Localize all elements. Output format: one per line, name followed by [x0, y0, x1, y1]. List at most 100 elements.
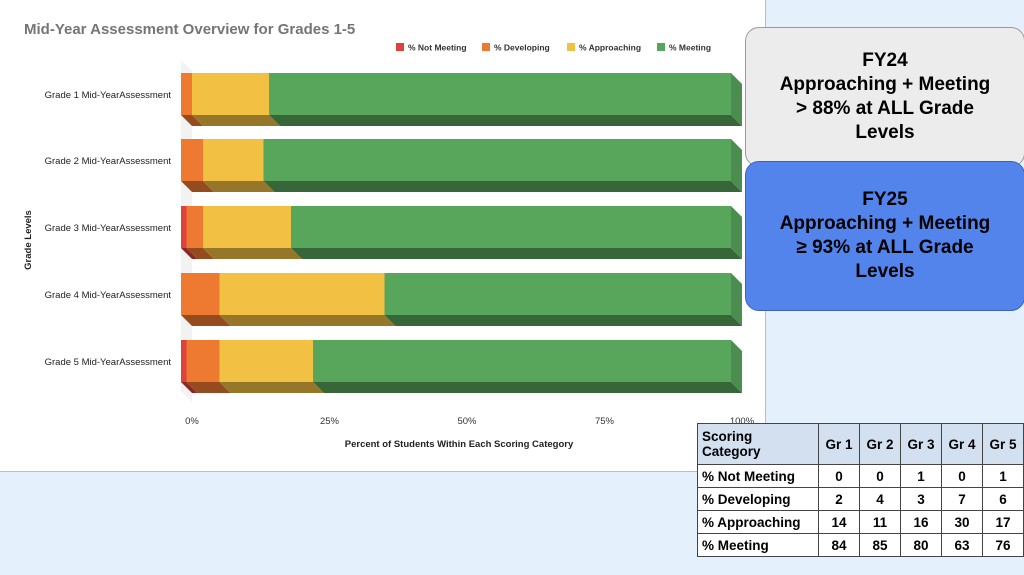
table-cell: 30: [941, 510, 983, 534]
bar-segment-developing: [186, 206, 203, 248]
stacked-bar-chart: Grade 1 Mid-YearAssessment Grade 2 Mid-Ye…: [23, 43, 755, 451]
table-cell: 16: [900, 510, 942, 534]
table-cell: 7: [941, 487, 983, 511]
table-cell: 76: [982, 533, 1024, 557]
bar-segment-meeting: [291, 206, 731, 248]
bar-depth-not-meeting: [181, 248, 198, 259]
bar-segment-not-meeting: [181, 340, 187, 382]
legend-label: % Approaching: [579, 43, 641, 53]
category-label: Grade 3 Mid-YearAssessment: [45, 223, 172, 234]
bar-depth-meeting: [313, 382, 742, 393]
bar-segment-approaching: [219, 340, 313, 382]
fy25-goal-text: FY25 Approaching + Meeting ≥ 93% at ALL …: [779, 189, 991, 282]
table-cell: 80: [900, 533, 942, 557]
bar-depth-not-meeting: [181, 382, 198, 393]
bar-depth-approaching: [219, 382, 324, 393]
table-header-gr4: Gr 4: [941, 423, 983, 465]
bar-segment-developing: [181, 139, 203, 181]
bar-segment-approaching: [203, 139, 264, 181]
table-header-category: Scoring Category: [697, 423, 819, 465]
bar-segment-not-meeting: [181, 206, 187, 248]
category-label: Grade 1 Mid-YearAssessment: [45, 90, 172, 101]
bar-depth-meeting: [269, 115, 742, 126]
legend-label: % Meeting: [669, 43, 711, 53]
legend-label: % Developing: [494, 43, 550, 53]
bar-end-face: [731, 273, 742, 326]
table-row: % Not Meeting 0 0 1 0 1: [697, 464, 1024, 488]
x-tick-label: 0%: [185, 416, 199, 427]
table-row: % Meeting 84 85 80 63 76: [697, 533, 1024, 557]
bar-segment-approaching: [219, 273, 385, 315]
table-cell: 0: [859, 464, 901, 488]
bar-segment-developing: [181, 73, 192, 115]
table-row-label: % Approaching: [697, 510, 819, 534]
bar-depth-meeting: [384, 315, 742, 326]
category-label: Grade 5 Mid-YearAssessment: [45, 357, 172, 368]
chart-title: Mid-Year Assessment Overview for Grades …: [24, 21, 356, 38]
table-cell: 84: [818, 533, 860, 557]
bar-segment-meeting: [384, 273, 731, 315]
legend-swatch: [657, 43, 665, 51]
scoring-table: Scoring Category Gr 1 Gr 2 Gr 3 Gr 4 Gr …: [697, 423, 1024, 557]
bar-depth-developing: [186, 382, 231, 393]
bar-segment-meeting: [269, 73, 731, 115]
table-header-gr2: Gr 2: [859, 423, 901, 465]
bar-depth-meeting: [263, 181, 742, 192]
legend-label: % Not Meeting: [408, 43, 467, 53]
x-axis-title: Percent of Students Within Each Scoring …: [345, 439, 574, 450]
chart-panel: Mid-Year Assessment Overview for Grades …: [0, 0, 766, 472]
bar-segment-approaching: [203, 206, 291, 248]
bar-end-face: [731, 73, 742, 126]
bar-depth-approaching: [219, 315, 396, 326]
legend-swatch: [482, 43, 490, 51]
table-header-gr5: Gr 5: [982, 423, 1024, 465]
category-label: Grade 2 Mid-YearAssessment: [45, 156, 172, 167]
y-axis-title: Grade Levels: [23, 210, 34, 270]
x-tick-label: 100%: [730, 416, 755, 427]
table-row: % Developing 2 4 3 7 6: [697, 487, 1024, 511]
category-label: Grade 4 Mid-YearAssessment: [45, 290, 172, 301]
table-row-label: % Developing: [697, 487, 819, 511]
bar-depth-approaching: [192, 115, 280, 126]
table-row-label: % Not Meeting: [697, 464, 819, 488]
table-row-label: % Meeting: [697, 533, 819, 557]
bar-segment-approaching: [192, 73, 269, 115]
x-tick-label: 50%: [457, 416, 477, 427]
table-cell: 1: [982, 464, 1024, 488]
bar-depth-developing: [181, 115, 203, 126]
table-header-gr1: Gr 1: [818, 423, 860, 465]
bar-depth-meeting: [291, 248, 742, 259]
bar-depth-developing: [186, 248, 214, 259]
table-cell: 0: [941, 464, 983, 488]
table-cell: 6: [982, 487, 1024, 511]
bar-segment-meeting: [313, 340, 731, 382]
table-cell: 4: [859, 487, 901, 511]
table-cell: 1: [900, 464, 942, 488]
bar-depth-approaching: [203, 181, 275, 192]
legend-swatch: [567, 43, 575, 51]
x-tick-label: 25%: [320, 416, 340, 427]
table-cell: 11: [859, 510, 901, 534]
fy25-goal-callout: FY25 Approaching + Meeting ≥ 93% at ALL …: [745, 161, 1024, 311]
fy24-goal-callout: FY24 Approaching + Meeting > 88% at ALL …: [745, 27, 1024, 167]
legend-swatch: [396, 43, 404, 51]
table-cell: 3: [900, 487, 942, 511]
bar-segment-meeting: [263, 139, 731, 181]
table-cell: 14: [818, 510, 860, 534]
bar-depth-approaching: [203, 248, 302, 259]
bar-segment-developing: [186, 340, 220, 382]
table-cell: 0: [818, 464, 860, 488]
x-tick-label: 75%: [595, 416, 615, 427]
bar-segment-developing: [181, 273, 220, 315]
bar-end-face: [731, 206, 742, 259]
table-header-row: Scoring Category Gr 1 Gr 2 Gr 3 Gr 4 Gr …: [697, 423, 1024, 465]
table-row: % Approaching 14 11 16 30 17: [697, 510, 1024, 534]
table-cell: 2: [818, 487, 860, 511]
table-cell: 63: [941, 533, 983, 557]
table-header-gr3: Gr 3: [900, 423, 942, 465]
fy24-goal-text: FY24 Approaching + Meeting > 88% at ALL …: [779, 50, 991, 143]
table-cell: 85: [859, 533, 901, 557]
bar-depth-developing: [181, 315, 231, 326]
table-cell: 17: [982, 510, 1024, 534]
bar-end-face: [731, 340, 742, 393]
